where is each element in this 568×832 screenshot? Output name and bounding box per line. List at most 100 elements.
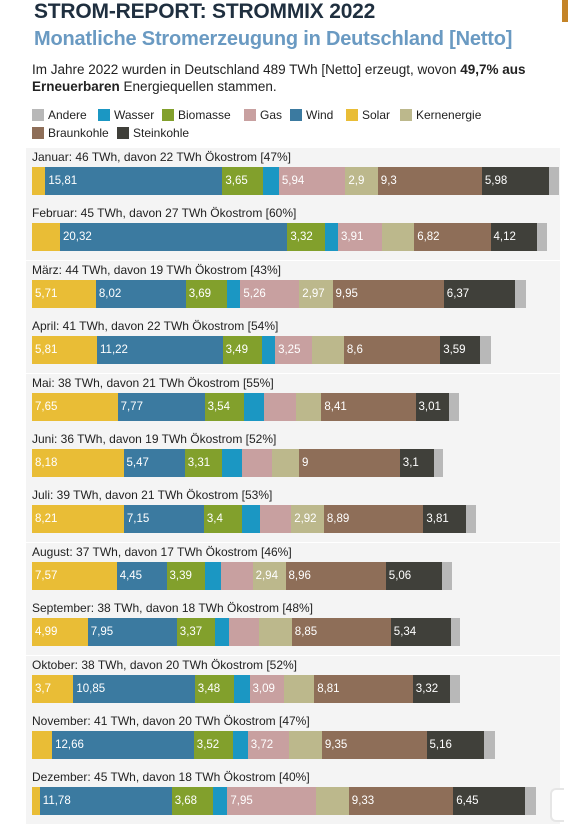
bar-segment-solar: [32, 167, 46, 195]
bar-segment-braunkohle: [323, 505, 424, 533]
bar-segment-steinkohle: [426, 731, 485, 759]
legend-item-gas: Gas: [244, 108, 282, 122]
bar-segment-solar: [32, 675, 74, 703]
bar-segment-wasser: [233, 675, 250, 703]
chart-title: STROM-REPORT: STROMMIX 2022: [34, 0, 376, 23]
data-label: 7,77: [120, 401, 143, 413]
bar-segment-wind: [52, 731, 195, 759]
legend-label: Kernenergie: [416, 108, 482, 122]
stacked-bar: 7,65 7,77 3,54 8,41 3,01: [32, 393, 558, 421]
bar-segment-wind: [95, 280, 187, 308]
bar-segment-steinkohle: [399, 449, 435, 477]
stacked-bar: 5,81 11,22 3,49 3,25 8,6 3,59: [32, 336, 558, 364]
data-label: 3,01: [418, 401, 441, 413]
bar-segment-wasser: [214, 618, 230, 646]
bar-segment-andere: [525, 787, 536, 815]
month-row: August: 37 TWh, davon 17 TWh Ökostrom [4…: [26, 543, 560, 599]
data-label: 3,52: [196, 739, 220, 751]
stacked-bar: 3,7 10,85 3,48 3,09 8,81 3,32: [32, 675, 558, 703]
month-row: Juli: 39 TWh, davon 21 TWh Ökostrom [53%…: [26, 486, 560, 542]
intro-text-before: Im Jahre 2022 wurden in Deutschland 489 …: [32, 62, 461, 77]
bar-segment-wasser: [242, 505, 261, 533]
bar-segment-biomasse: [222, 336, 263, 364]
data-label: 6,37: [446, 288, 470, 300]
bar-segment-steinkohle: [390, 618, 452, 646]
data-label: 3,39: [169, 570, 192, 582]
bar-segment-biomasse: [194, 675, 235, 703]
data-label: 2,97: [302, 288, 325, 300]
bar-segment-kernenergie: [291, 505, 325, 533]
data-label: 9,3: [380, 175, 397, 187]
stacked-bar: 5,71 8,02 3,69 5,26 2,97 9,95 6,37: [32, 280, 558, 308]
data-label: 3,68: [174, 795, 198, 807]
bar-segment-gas: [242, 449, 273, 477]
legend-label: Biomasse: [178, 108, 231, 122]
data-label: 11,22: [100, 344, 128, 356]
data-label: 8,02: [98, 288, 122, 300]
bar-segment-kernenergie: [311, 336, 345, 364]
data-label: 3,32: [290, 231, 313, 243]
bar-segment-solar: [32, 787, 41, 815]
bar-segment-solar: [32, 393, 119, 421]
bar-segment-solar: [32, 562, 118, 590]
data-label: 8,41: [324, 401, 347, 413]
data-label: 3,49: [225, 344, 248, 356]
data-label: 4,12: [493, 231, 516, 243]
data-label: 3,09: [252, 683, 275, 695]
legend-swatch: [98, 109, 110, 121]
bar-segment-steinkohle: [481, 167, 550, 195]
legend-label: Wasser: [114, 108, 155, 122]
bar-segment-braunkohle: [343, 336, 441, 364]
legend-label: Andere: [48, 108, 87, 122]
bar-segment-gas: [221, 562, 253, 590]
data-label: 5,94: [281, 175, 305, 187]
bar-segment-solar: [32, 336, 98, 364]
month-row: Mai: 38 TWh, davon 21 TWh Ökostrom [55%]…: [26, 374, 560, 430]
bar-segment-wind: [123, 449, 186, 477]
bar-segment-andere: [466, 505, 476, 533]
bar-segment-steinkohle: [385, 562, 443, 590]
side-tab-icon: [550, 788, 564, 822]
legend-label: Gas: [260, 108, 283, 122]
legend-label: Wind: [306, 108, 334, 122]
month-label: Januar: 46 TWh, davon 22 TWh Ökostrom [4…: [32, 150, 292, 164]
bar-segment-wasser: [227, 280, 241, 308]
bar-segment-braunkohle: [285, 562, 387, 590]
data-label: 8,81: [317, 683, 340, 695]
month-label: April: 41 TWh, davon 22 TWh Ökostrom [54…: [32, 319, 279, 333]
bar-segment-steinkohle: [415, 393, 450, 421]
legend-label: Solar: [362, 108, 391, 122]
bar-segment-braunkohle: [321, 731, 427, 759]
data-label: 15,81: [48, 175, 78, 187]
data-label: 3,7: [35, 683, 51, 695]
bar-segment-andere: [548, 167, 560, 195]
bar-segment-biomasse: [193, 731, 234, 759]
bar-segment-steinkohle: [412, 675, 451, 703]
month-label: November: 41 TWh, davon 20 TWh Ökostrom …: [32, 714, 310, 728]
bar-segment-gas: [249, 675, 285, 703]
bar-segment-steinkohle: [440, 336, 481, 364]
data-label: 4,45: [119, 570, 143, 582]
bar-segment-wasser: [263, 167, 280, 195]
header: STROM-REPORT: STROMMIX 2022 Monatliche S…: [34, 0, 564, 51]
legend-swatch: [117, 127, 129, 139]
data-label: 8,18: [35, 457, 58, 469]
data-label: 5,98: [484, 175, 508, 187]
bar-segment-kernenergie: [272, 449, 300, 477]
corner-accent: [562, 0, 568, 22]
bar-segment-wasser: [244, 393, 265, 421]
bar-segment-wasser: [261, 336, 276, 364]
bar-segment-biomasse: [203, 505, 243, 533]
data-label: 3,25: [278, 344, 301, 356]
data-label: 20,32: [63, 231, 92, 243]
bar-segment-gas: [264, 393, 297, 421]
data-label: 3,31: [187, 457, 211, 469]
bar-segment-wind: [45, 167, 223, 195]
legend-item-braunkohle: Braunkohle: [32, 126, 109, 140]
bar-segment-braunkohle: [314, 675, 414, 703]
bar-segment-braunkohle: [321, 393, 416, 421]
month-row: Februar: 45 TWh, davon 27 TWh Ökostrom […: [26, 204, 560, 260]
data-label: 3,48: [197, 683, 221, 695]
data-label: 8,6: [346, 344, 363, 356]
data-label: 3,72: [250, 739, 274, 751]
